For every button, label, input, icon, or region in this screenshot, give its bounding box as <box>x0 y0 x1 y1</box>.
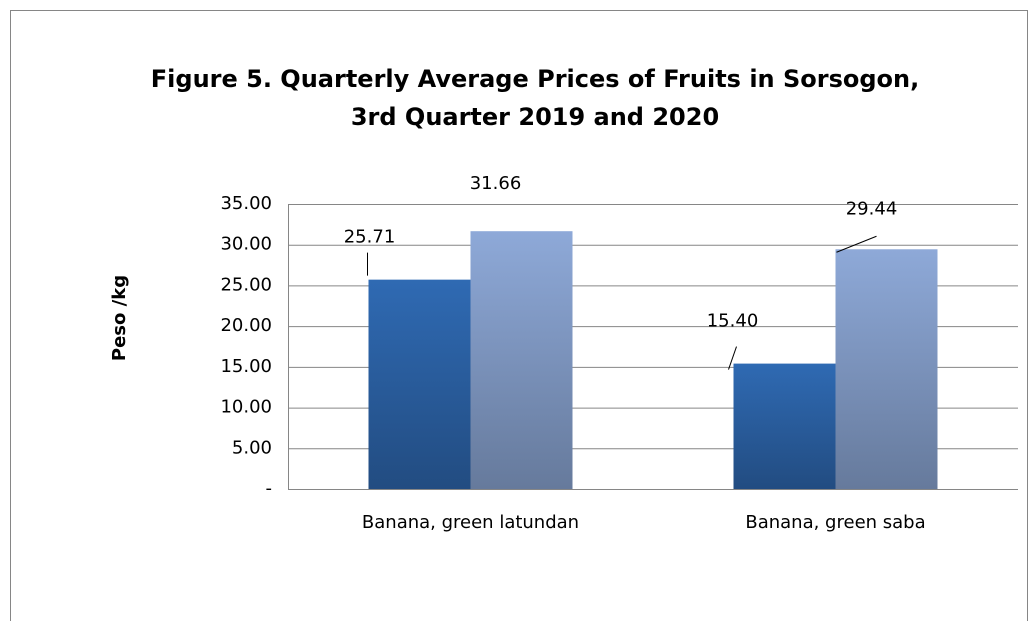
bar <box>733 363 836 489</box>
y-tick-label: 10.00 <box>220 397 272 418</box>
bar <box>368 279 471 489</box>
leader-line <box>836 235 877 253</box>
y-tick-label: - <box>266 478 273 499</box>
y-tick-label: 5.00 <box>232 437 272 458</box>
bar <box>470 231 573 489</box>
x-tick-label: Banana, green latundan <box>362 512 579 533</box>
y-tick-label: 15.00 <box>220 356 272 377</box>
data-label: 31.66 <box>470 173 522 194</box>
chart-title: Figure 5. Quarterly Average Prices of Fr… <box>151 65 919 93</box>
y-tick-label: 30.00 <box>220 234 272 255</box>
y-tick-label: 35.00 <box>220 193 272 214</box>
x-tick-label: Banana, green saba <box>745 512 925 533</box>
y-tick-label: 20.00 <box>220 315 272 336</box>
data-label: 15.40 <box>707 311 759 332</box>
chart-title: 3rd Quarter 2019 and 2020 <box>351 103 719 131</box>
data-label: 25.71 <box>344 227 396 248</box>
bar <box>835 249 938 489</box>
y-axis-title: Peso /kg <box>109 275 130 361</box>
leader-line <box>728 346 737 370</box>
data-label: 29.44 <box>846 198 898 219</box>
y-tick-label: 25.00 <box>220 274 272 295</box>
